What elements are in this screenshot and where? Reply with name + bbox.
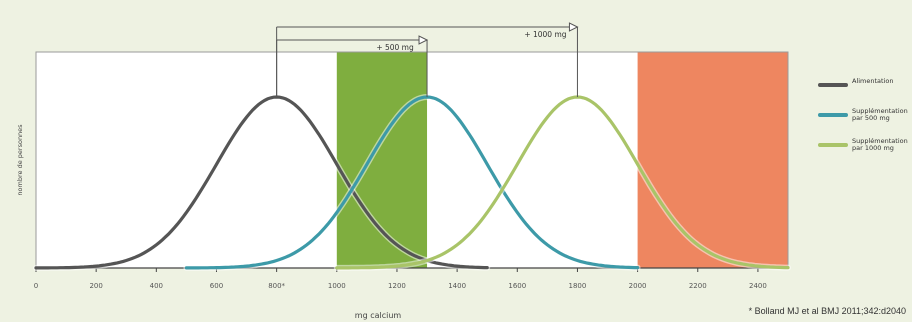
x-tick-label-6: 1200 [388, 282, 406, 290]
legend-item-supplementation-500: Supplémentation par 500 mg [818, 108, 912, 138]
x-tick-label-10: 2000 [629, 282, 647, 290]
legend-swatch-supplementation-1000 [818, 143, 848, 147]
band-1 [637, 52, 788, 268]
x-tick-label-3: 600 [210, 282, 223, 290]
legend: Alimentation Supplémentation par 500 mg … [818, 78, 912, 168]
annotation-0-arrow-head [418, 35, 429, 45]
x-tick-label-8: 1600 [508, 282, 526, 290]
legend-swatch-supplementation-500 [818, 113, 848, 117]
legend-label-supplementation-500: Supplémentation par 500 mg [852, 108, 908, 122]
series-line-1 [184, 95, 640, 270]
x-tick-label-7: 1400 [448, 282, 466, 290]
annotation-0-label: + 500 mg [376, 43, 414, 52]
x-tick-label-1: 200 [89, 282, 102, 290]
x-tick-label-9: 1800 [569, 282, 587, 290]
legend-item-alimentation: Alimentation [818, 78, 912, 108]
series-line-2 [335, 95, 790, 270]
x-axis-label: mg calcium [355, 311, 402, 320]
x-tick-label-12: 2400 [749, 282, 767, 290]
legend-swatch-alimentation [818, 83, 848, 87]
y-axis-label: nombre de personnes [16, 124, 24, 196]
band-0 [336, 52, 428, 268]
legend-label-supplementation-1000: Supplémentation par 1000 mg [852, 138, 908, 152]
x-tick-label-4: 800* [268, 282, 285, 290]
annotation-1-label: + 1000 mg [524, 30, 566, 39]
x-tick-label-5: 1000 [328, 282, 346, 290]
x-tick-label-11: 2200 [689, 282, 707, 290]
footnote: * Bolland MJ et al BMJ 2011;342:d2040 [748, 306, 906, 316]
legend-label-alimentation: Alimentation [852, 78, 894, 85]
annotation-1-arrow-head [568, 22, 579, 32]
legend-item-supplementation-1000: Supplémentation par 1000 mg [818, 138, 912, 168]
series-line-0 [34, 95, 489, 270]
x-tick-label-2: 400 [150, 282, 163, 290]
x-tick-label-0: 0 [34, 282, 38, 290]
